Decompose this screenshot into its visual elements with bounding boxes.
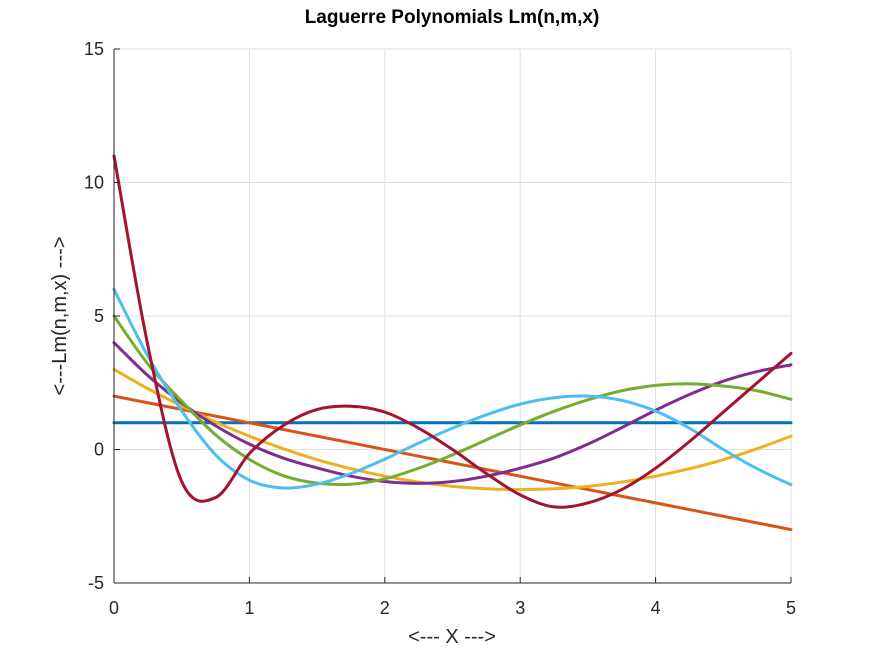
series-line-2: [112, 367, 793, 492]
y-tick-label: 10: [84, 173, 104, 193]
y-tick-label: 0: [94, 440, 104, 460]
series-line-5: [112, 287, 793, 490]
y-tick-label: 5: [94, 306, 104, 326]
y-tick-label: 15: [84, 39, 104, 59]
series-line-3: [112, 341, 793, 485]
x-tick-label: 4: [651, 598, 661, 618]
chart-title: Laguerre Polynomials Lm(n,m,x): [305, 7, 600, 28]
series-lines: [112, 154, 793, 532]
x-tick-label: 1: [244, 598, 254, 618]
series-line-4: [112, 314, 793, 487]
x-tick-label: 2: [380, 598, 390, 618]
x-axis-label: <--- X --->: [408, 626, 496, 648]
x-tick-label: 5: [786, 598, 796, 618]
axes: [113, 48, 792, 584]
y-axis-label: <---Lm(n,m,x) --->: [49, 237, 71, 396]
x-tick-label: 3: [515, 598, 525, 618]
x-tick-label: 0: [109, 598, 119, 618]
y-tick-label: -5: [88, 573, 104, 593]
series-line-6: [112, 154, 793, 509]
series-line-1: [112, 394, 793, 532]
